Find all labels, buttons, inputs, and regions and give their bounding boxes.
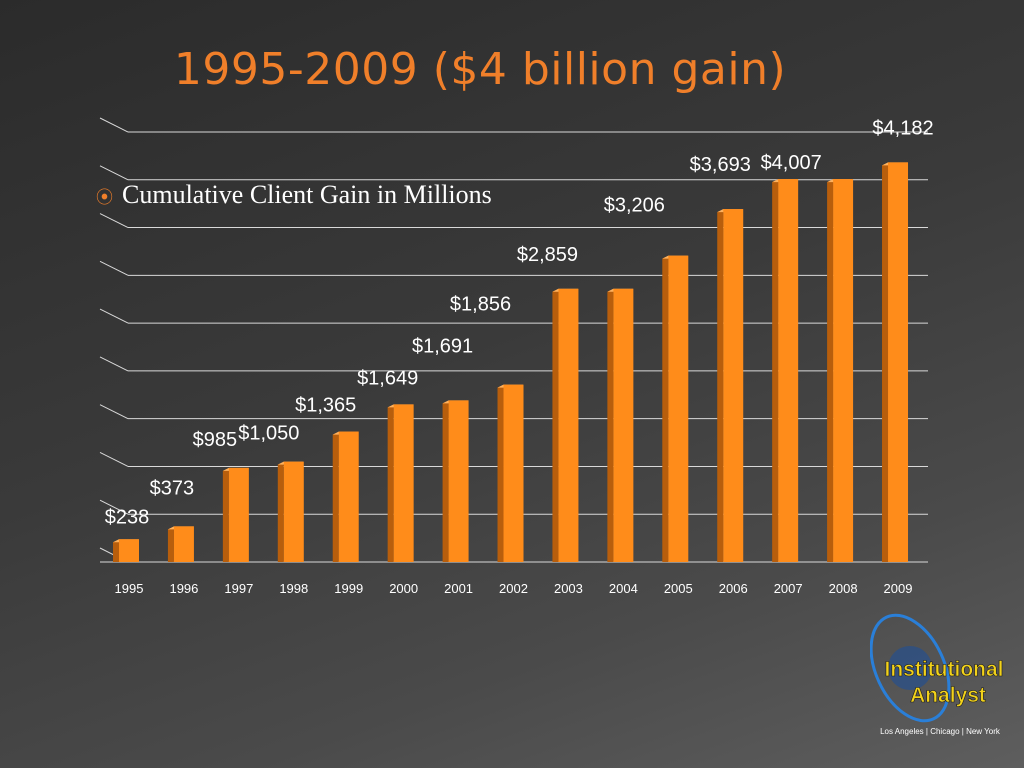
- bar-2002: [497, 384, 524, 562]
- x-tick-1995: 1995: [115, 581, 144, 596]
- data-label-2000: $1,649: [357, 367, 418, 389]
- bar-face: [228, 467, 249, 562]
- bar-1997: [222, 467, 249, 562]
- bar-face: [503, 384, 524, 562]
- bar-face: [888, 162, 909, 563]
- data-label-2001: $1,691: [412, 335, 473, 357]
- bullet-item: ⦿ Cumulative Client Gain in Millions: [96, 180, 492, 210]
- x-tick-2007: 2007: [774, 581, 803, 596]
- globe-core-icon: [888, 646, 932, 690]
- bar-2007: [772, 179, 799, 562]
- bars: [113, 162, 909, 563]
- bar-2001: [442, 400, 469, 562]
- x-tick-2003: 2003: [554, 581, 583, 596]
- bar-face: [613, 288, 634, 562]
- bar-2005: [662, 255, 689, 562]
- gridline: [99, 308, 928, 324]
- bar-face: [173, 526, 194, 562]
- data-label-2006: $3,693: [690, 154, 751, 176]
- bar-side: [497, 384, 504, 562]
- x-tick-2009: 2009: [884, 581, 913, 596]
- data-label-1998: $1,050: [238, 423, 299, 445]
- bar-face: [119, 539, 139, 562]
- bar-side: [827, 179, 834, 562]
- x-tick-1999: 1999: [334, 581, 363, 596]
- bar-1995: [113, 539, 139, 562]
- bar-side: [332, 431, 339, 562]
- bar-face: [338, 431, 359, 562]
- data-label-1997: $985: [193, 429, 238, 451]
- bar-face: [283, 461, 304, 562]
- x-tick-2004: 2004: [609, 581, 638, 596]
- logo-line1: Institutional: [885, 658, 1004, 681]
- x-tick-1998: 1998: [279, 581, 308, 596]
- bar-side: [387, 404, 394, 562]
- data-label-2005: $3,206: [604, 195, 665, 217]
- bar-face: [558, 288, 579, 562]
- institutional-analyst-logo: Institutional Analyst Los Angeles | Chic…: [870, 613, 1004, 736]
- x-tick-1996: 1996: [169, 581, 198, 596]
- bar-side: [882, 162, 889, 563]
- x-tick-2005: 2005: [664, 581, 693, 596]
- radio-bullet-icon: ⦿: [96, 187, 113, 208]
- bar-side: [442, 400, 449, 562]
- bar-side: [772, 179, 779, 562]
- bar-1998: [277, 461, 304, 562]
- logo-tagline: Los Angeles | Chicago | New York: [880, 727, 1001, 736]
- bar-side: [717, 209, 724, 562]
- bar-face: [778, 179, 799, 562]
- bar-side: [552, 288, 559, 562]
- data-label-2007: $4,007: [761, 152, 822, 174]
- bar-side: [167, 526, 174, 562]
- x-tick-2001: 2001: [444, 581, 473, 596]
- bar-side: [222, 467, 229, 562]
- bar-face: [448, 400, 469, 562]
- bar-1999: [332, 431, 359, 562]
- data-label-2002: $1,856: [450, 294, 511, 316]
- x-tick-labels: 1995 1996 1997 1998 1999 2000 2001 2002 2003 2004…: [115, 581, 913, 596]
- bar-side: [607, 288, 614, 562]
- bar-2004: [607, 288, 634, 562]
- bar-face: [668, 255, 689, 562]
- bar-2000: [387, 404, 414, 562]
- bar-1996: [167, 526, 194, 562]
- data-label-2003: $2,859: [517, 244, 578, 266]
- bar-2009: [882, 162, 909, 563]
- bar-side: [277, 461, 284, 562]
- bar-face: [393, 404, 414, 562]
- data-label-1999: $1,365: [295, 395, 356, 417]
- bar-side: [662, 255, 669, 562]
- bar-face: [833, 179, 854, 562]
- bar-2008: [827, 179, 854, 562]
- x-tick-2002: 2002: [499, 581, 528, 596]
- x-tick-2000: 2000: [389, 581, 418, 596]
- logo-line2: Analyst: [910, 684, 986, 707]
- globe-orbit-icon: [870, 613, 951, 723]
- x-tick-2008: 2008: [829, 581, 858, 596]
- bullet-text: Cumulative Client Gain in Millions: [122, 180, 492, 209]
- slide-title: 1995-2009 ($4 billion gain): [173, 44, 787, 95]
- gridline: [99, 213, 928, 229]
- bar-side: [113, 539, 119, 562]
- bar-face: [723, 209, 744, 562]
- bar-2006: [717, 209, 744, 562]
- gridline: [99, 117, 928, 133]
- gridline: [99, 260, 928, 276]
- data-label-2009: $4,182: [872, 117, 933, 139]
- data-label-1996: $373: [150, 477, 195, 499]
- x-tick-1997: 1997: [224, 581, 253, 596]
- x-tick-2006: 2006: [719, 581, 748, 596]
- bar-2003: [552, 288, 579, 562]
- data-labels: $238$373 $985 $1,050 $1,365$1,649 $1,691 $1,8…: [105, 117, 934, 528]
- data-label-1995: $238: [105, 506, 150, 528]
- gridline: [99, 356, 928, 372]
